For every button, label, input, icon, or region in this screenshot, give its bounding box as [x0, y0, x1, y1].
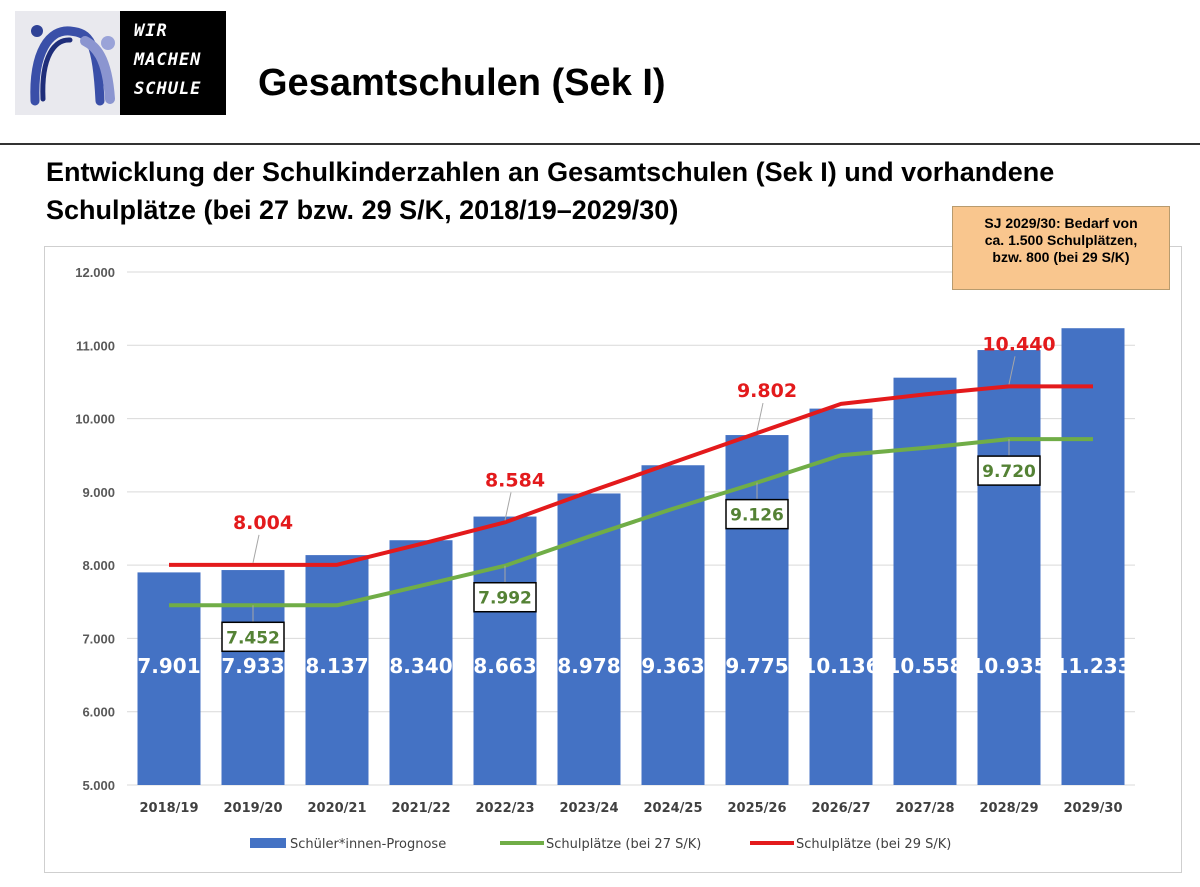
bar	[305, 555, 369, 785]
chart-frame: 5.000 6.000 7.000 8.000 9.000 10.000 11.000 12.…	[44, 246, 1182, 873]
bar	[473, 516, 537, 785]
legend-label: Schulplätze (bei 29 S/K)	[796, 837, 951, 852]
y-tick-label: 9.000	[82, 485, 115, 500]
bar-value-label: 7.933	[221, 654, 284, 678]
series-29-value-label: 10.440	[982, 333, 1055, 355]
legend-label: Schulplätze (bei 27 S/K)	[546, 837, 701, 852]
callout-leader	[252, 534, 260, 563]
callout-box: SJ 2029/30: Bedarf von ca. 1.500 Schulpl…	[952, 206, 1170, 290]
y-tick-label: 6.000	[82, 705, 115, 720]
callout-label-box	[725, 498, 789, 530]
y-tick-label: 10.000	[75, 412, 115, 427]
legend-label: Schüler*innen-Prognose	[290, 837, 446, 852]
x-tick-label: 2021/22	[391, 801, 450, 816]
logo: WIR MACHEN SCHULE	[15, 11, 226, 115]
x-tick-label: 2025/26	[727, 801, 786, 816]
chart-heading-line-1: Entwicklung der Schulkinderzahlen an Ges…	[46, 157, 1055, 187]
callout-leader	[756, 402, 764, 432]
y-tick-label: 8.000	[82, 558, 115, 573]
bar-value-label: 11.233	[1054, 654, 1131, 678]
bar-value-label: 8.663	[473, 654, 536, 678]
callout-label-box	[473, 581, 537, 613]
chart-heading-line-2: Schulplätze (bei 27 bzw. 29 S/K, 2018/19…	[46, 195, 679, 225]
bar-value-label: 8.340	[389, 654, 452, 678]
bar-value-label: 10.558	[886, 654, 963, 678]
series-29-value-label: 8.004	[233, 512, 293, 534]
slide-header: WIR MACHEN SCHULE Gesamtschulen (Sek I)	[0, 0, 1200, 146]
y-tick-label: 12.000	[75, 265, 115, 280]
bar-value-label: 10.136	[802, 654, 879, 678]
bar-value-label: 9.363	[641, 654, 704, 678]
bar	[893, 377, 957, 785]
x-tick-label: 2026/27	[811, 801, 870, 816]
series-29-value-label: 9.802	[737, 380, 797, 402]
logo-line-3: SCHULE	[134, 79, 202, 99]
x-tick-label: 2022/23	[475, 801, 534, 816]
x-tick-label: 2024/25	[643, 801, 702, 816]
bar	[137, 572, 201, 785]
x-tick-label: 2027/28	[895, 801, 954, 816]
callout-line-1: SJ 2029/30: Bedarf von	[984, 215, 1138, 231]
chart: 5.000 6.000 7.000 8.000 9.000 10.000 11.000 12.…	[75, 265, 1135, 852]
bar-value-label: 8.978	[557, 654, 620, 678]
bar	[1061, 328, 1125, 785]
logo-arch-icon	[30, 25, 115, 106]
logo-line-1: WIR	[134, 21, 168, 41]
bar-value-label: 8.137	[305, 654, 368, 678]
series-line-27	[169, 437, 1093, 608]
callout-line-3: bzw. 800 (bei 29 S/K)	[992, 249, 1130, 265]
x-tick-label: 2028/29	[979, 801, 1038, 816]
logo-line-2: MACHEN	[134, 50, 202, 70]
callout-label-box	[977, 455, 1041, 486]
bar	[977, 350, 1041, 785]
bar	[641, 465, 705, 785]
series-27-value-label: 9.720	[982, 462, 1036, 482]
callout-leader	[504, 492, 512, 521]
series-line-29	[169, 384, 1093, 567]
header-divider	[0, 143, 1200, 145]
y-tick-label: 11.000	[76, 338, 115, 353]
callout-line-2: ca. 1.500 Schulplätzen,	[984, 232, 1138, 248]
logo-figure	[15, 11, 120, 115]
page-title: Gesamtschulen (Sek I)	[258, 62, 666, 104]
series-29-value-label: 8.584	[485, 469, 545, 491]
bar-value-label: 10.935	[970, 654, 1047, 678]
logo-text-box: WIR MACHEN SCHULE	[120, 11, 226, 115]
callout-label-box	[221, 621, 285, 653]
series-27-value-label: 7.992	[478, 589, 532, 609]
bar-value-label: 7.901	[137, 654, 200, 678]
y-tick-label: 7.000	[82, 631, 115, 646]
x-tick-label: 2029/30	[1063, 801, 1122, 816]
legend-swatch-bar	[250, 838, 286, 848]
x-tick-label: 2023/24	[559, 801, 618, 816]
callout-leader	[1008, 356, 1016, 385]
x-tick-label: 2020/21	[307, 801, 366, 816]
series-27-value-label: 9.126	[730, 506, 784, 526]
y-tick-label: 5.000	[82, 778, 115, 793]
bar	[809, 408, 873, 785]
x-tick-label: 2018/19	[139, 801, 198, 816]
bar-value-label: 9.775	[725, 654, 788, 678]
series-27-value-label: 7.452	[226, 628, 280, 648]
x-tick-label: 2019/20	[223, 801, 282, 816]
